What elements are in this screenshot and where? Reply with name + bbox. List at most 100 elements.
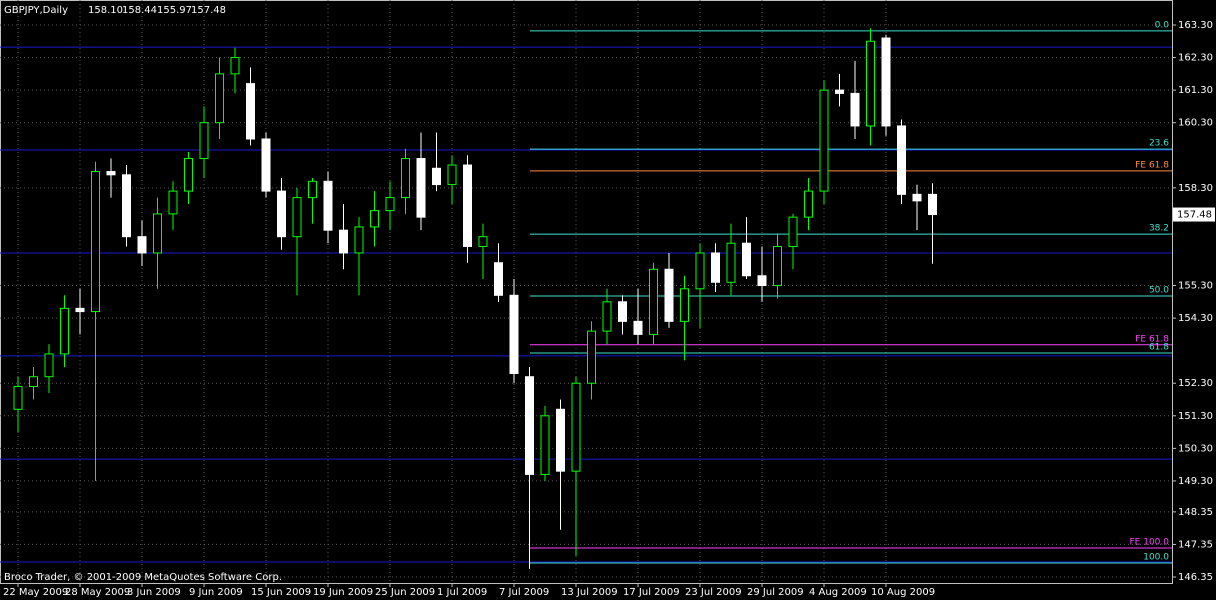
y-tick-label: 151.30 <box>1178 411 1213 422</box>
candle-body <box>664 268 674 322</box>
fib-level-label: 38.2 <box>1149 224 1169 234</box>
candle-body <box>447 164 457 186</box>
y-tick-label: 149.30 <box>1178 476 1213 487</box>
y-tick-label: 161.30 <box>1178 85 1213 96</box>
candle-body <box>308 180 317 199</box>
fib-level-label: FE 61.8 <box>1135 334 1169 344</box>
candle-body <box>230 57 240 75</box>
candle-body <box>323 180 333 231</box>
fib-level-label: 100.0 <box>1143 552 1169 562</box>
candle-body <box>106 171 116 176</box>
candle-body <box>819 89 829 192</box>
candle-body <box>866 40 875 127</box>
candle-body <box>633 320 643 335</box>
candle-body <box>773 245 782 287</box>
candle-body <box>463 164 472 247</box>
candle-body <box>711 252 720 283</box>
candle-body <box>695 252 705 290</box>
x-tick-label: 25 Jun 2009 <box>375 587 435 598</box>
candle-body <box>540 415 550 475</box>
x-tick-label: 10 Aug 2009 <box>871 587 935 598</box>
y-tick-label: 155.30 <box>1178 281 1213 292</box>
x-tick-label: 23 Jul 2009 <box>685 587 742 598</box>
ohlc-low: 155.97 <box>157 5 192 16</box>
candle-body <box>928 193 937 216</box>
candle-body <box>60 307 69 355</box>
candle-body <box>401 158 410 199</box>
y-tick-label: 147.35 <box>1178 539 1213 550</box>
last-price-label: 157.48 <box>1177 210 1212 221</box>
y-tick-label: 146.35 <box>1178 572 1213 583</box>
x-tick-label: 19 Jun 2009 <box>313 587 373 598</box>
candle-body <box>13 385 23 410</box>
fib-level-label: FE 100.0 <box>1130 538 1170 548</box>
candle-body <box>199 122 209 160</box>
x-tick-label: 3 Jun 2009 <box>127 587 181 598</box>
candle-body <box>370 210 379 228</box>
symbol: GBPJPY,Daily <box>4 5 68 16</box>
candle-body <box>788 216 798 247</box>
fib-level-label: 23.6 <box>1149 139 1169 149</box>
x-tick-label: 15 Jun 2009 <box>251 587 311 598</box>
candle-body <box>649 268 658 335</box>
candle-body <box>168 190 178 215</box>
candle-body <box>525 376 534 475</box>
candle-body <box>277 190 286 238</box>
y-tick-label: 162.30 <box>1178 53 1213 64</box>
fib-level-label: 50.0 <box>1149 285 1169 295</box>
candle-body <box>757 275 767 287</box>
candle-body <box>742 242 751 277</box>
candle-body <box>726 242 736 283</box>
candle-body <box>261 138 271 192</box>
x-tick-label: 22 May 2009 <box>3 587 68 598</box>
candle-body <box>478 236 488 247</box>
candle-body <box>571 382 581 472</box>
footer: Broco Trader, © 2001-2009 MetaQuotes Sof… <box>4 572 282 583</box>
y-tick-label: 148.35 <box>1178 507 1213 518</box>
candle-body <box>850 92 860 127</box>
candle-body <box>153 213 162 254</box>
candle-body <box>881 37 891 127</box>
x-tick-label: 28 May 2009 <box>65 587 130 598</box>
candle-body <box>618 301 627 322</box>
ohlc-close: 157.48 <box>191 5 226 16</box>
y-tick-label: 150.30 <box>1178 443 1213 454</box>
x-tick-label: 9 Jun 2009 <box>189 587 243 598</box>
ohlc-high: 158.44 <box>122 5 157 16</box>
candle-body <box>587 330 596 384</box>
candle-body <box>339 229 348 254</box>
x-tick-label: 1 Jul 2009 <box>437 587 487 598</box>
x-tick-label: 13 Jul 2009 <box>561 587 618 598</box>
candle-body <box>75 307 85 313</box>
fib-level-label: FE 61.8 <box>1135 160 1169 170</box>
y-tick-label: 160.30 <box>1178 118 1213 129</box>
candle-body <box>835 89 844 94</box>
candle-body <box>122 174 131 238</box>
ohlc-open: 158.10 <box>88 5 123 16</box>
candle-body <box>354 226 364 254</box>
candle-body <box>509 294 519 374</box>
candle-body <box>602 301 612 332</box>
y-tick-label: 154.30 <box>1178 313 1213 324</box>
candle-body <box>416 158 426 218</box>
y-tick-label: 163.30 <box>1178 20 1213 31</box>
x-tick-label: 7 Jul 2009 <box>499 587 549 598</box>
marks <box>0 0 1176 587</box>
candle-body <box>137 236 147 254</box>
candle-body <box>292 197 302 238</box>
candle-body <box>44 353 54 378</box>
candle-body <box>215 73 224 124</box>
candle-body <box>91 171 100 313</box>
y-tick-label: 158.30 <box>1178 183 1213 194</box>
candle-body <box>385 197 395 212</box>
candle-body <box>804 190 813 218</box>
x-tick-label: 17 Jul 2009 <box>623 587 680 598</box>
x-tick-label: 29 Jul 2009 <box>747 587 804 598</box>
candle-body <box>494 262 503 296</box>
candle-body <box>897 125 906 195</box>
fib-level-label: 0.0 <box>1155 20 1170 30</box>
candle-body <box>680 288 689 322</box>
